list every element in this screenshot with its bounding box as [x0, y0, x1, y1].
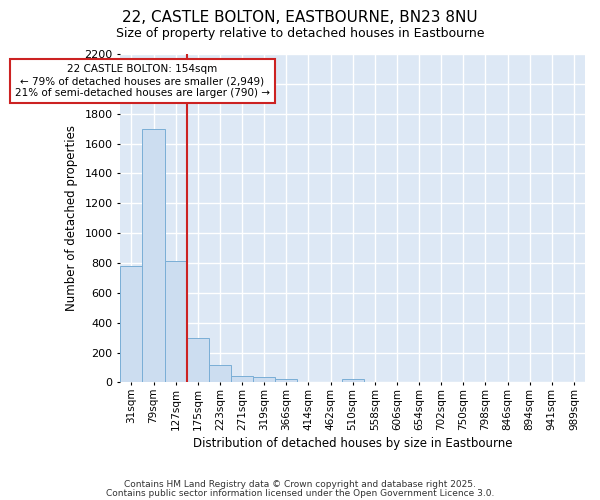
Bar	[231, 376, 253, 382]
Bar	[341, 380, 364, 382]
Text: Size of property relative to detached houses in Eastbourne: Size of property relative to detached ho…	[116, 28, 484, 40]
Bar	[209, 365, 231, 382]
Bar	[164, 262, 187, 382]
Bar	[187, 338, 209, 382]
Text: Contains public sector information licensed under the Open Government Licence 3.: Contains public sector information licen…	[106, 488, 494, 498]
Bar	[275, 380, 298, 382]
Y-axis label: Number of detached properties: Number of detached properties	[65, 125, 77, 311]
Bar	[253, 377, 275, 382]
Bar	[121, 266, 142, 382]
Text: Contains HM Land Registry data © Crown copyright and database right 2025.: Contains HM Land Registry data © Crown c…	[124, 480, 476, 489]
Text: 22 CASTLE BOLTON: 154sqm
← 79% of detached houses are smaller (2,949)
21% of sem: 22 CASTLE BOLTON: 154sqm ← 79% of detach…	[15, 64, 270, 98]
Text: 22, CASTLE BOLTON, EASTBOURNE, BN23 8NU: 22, CASTLE BOLTON, EASTBOURNE, BN23 8NU	[122, 10, 478, 25]
Bar	[142, 128, 164, 382]
X-axis label: Distribution of detached houses by size in Eastbourne: Distribution of detached houses by size …	[193, 437, 512, 450]
